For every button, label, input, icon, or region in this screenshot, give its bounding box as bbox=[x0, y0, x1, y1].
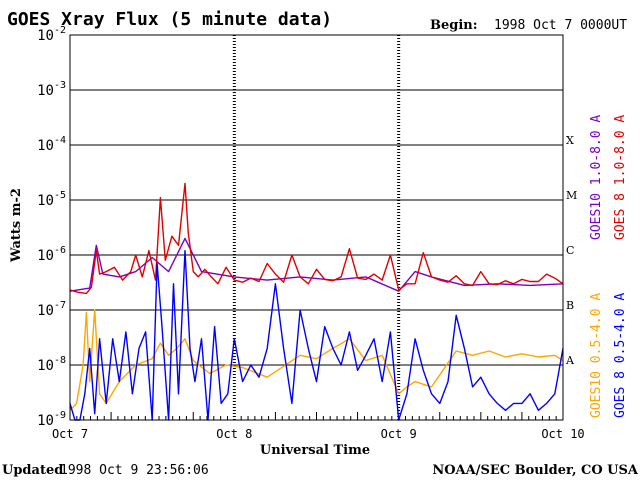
flare-class-a: A bbox=[565, 354, 575, 367]
series-lines bbox=[69, 182, 564, 421]
y-tick-label: 10-8 bbox=[37, 355, 66, 374]
legend-entry: GOES10 1.0-8.0 A bbox=[589, 115, 604, 240]
credit-text: NOAA/SEC Boulder, CO USA bbox=[432, 463, 639, 478]
plot-frame bbox=[69, 34, 564, 421]
updated-value: 1998 Oct 9 23:56:06 bbox=[60, 463, 209, 478]
y-tick-label: 10-4 bbox=[37, 135, 66, 154]
x-tick-label: Oct 8 bbox=[216, 427, 252, 441]
x-tick-label: Oct 7 bbox=[52, 427, 88, 441]
legend: GOES10 1.0-8.0 A GOES 8 1.0-8.0 A GOES10 0… bbox=[589, 115, 628, 418]
y-tick-label: 10-6 bbox=[37, 245, 66, 264]
begin-label: Begin: bbox=[430, 18, 478, 33]
x-tick-labels: Oct 7 Oct 8 Oct 9 Oct 10 bbox=[52, 427, 585, 441]
flare-class-c: C bbox=[566, 244, 574, 257]
series-goes10-0-5-4-0-a bbox=[69, 309, 564, 411]
y-tick-labels: 10-9 10-8 10-7 10-6 10-5 10-4 10-3 10-2 bbox=[37, 25, 66, 429]
y-tick-label: 10-9 bbox=[37, 410, 66, 429]
y-tick-label: 10-7 bbox=[37, 300, 66, 319]
flare-class-b: B bbox=[566, 299, 574, 312]
flare-class-labels: A B C M X bbox=[565, 134, 577, 367]
legend-entry: GOES10 0.5-4.0 A bbox=[589, 293, 604, 418]
x-tick-label: Oct 10 bbox=[541, 427, 584, 441]
y-axis-label: Watts m-2 bbox=[9, 188, 24, 263]
begin-value: 1998 Oct 7 0000UT bbox=[494, 18, 627, 33]
updated-label: Updated bbox=[2, 463, 63, 478]
y-tick-label: 10-3 bbox=[37, 80, 66, 99]
chart-title: GOES Xray Flux (5 minute data) bbox=[7, 9, 332, 30]
y-tick-label: 10-2 bbox=[37, 25, 66, 44]
series-goes-8-1-0-8-0-a bbox=[69, 182, 564, 295]
x-axis-label: Universal Time bbox=[260, 443, 370, 458]
flare-class-m: M bbox=[566, 189, 577, 202]
legend-entry: GOES 8 1.0-8.0 A bbox=[613, 115, 628, 240]
legend-entry: GOES 8 0.5-4.0 A bbox=[613, 293, 628, 418]
series-goes-8-0-5-4-0-a bbox=[69, 249, 564, 421]
flare-class-x: X bbox=[566, 134, 574, 147]
y-tick-label: 10-5 bbox=[37, 190, 66, 209]
x-tick-label: Oct 9 bbox=[381, 427, 417, 441]
